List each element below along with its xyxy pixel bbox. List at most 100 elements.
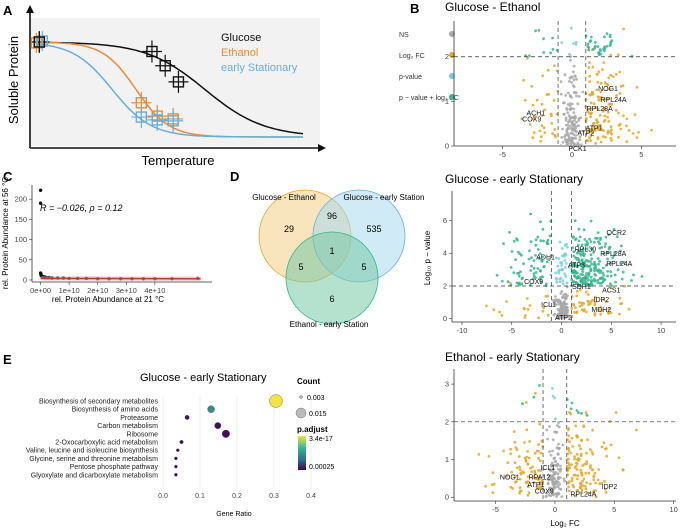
b1-point xyxy=(573,142,576,146)
b1-point xyxy=(618,92,622,95)
b3-point xyxy=(600,445,604,449)
b3-point xyxy=(553,472,557,476)
b1-point xyxy=(609,128,613,132)
b3-point xyxy=(580,412,583,415)
b1-point xyxy=(539,139,543,143)
b1-point xyxy=(575,144,578,146)
b2-point xyxy=(516,272,519,275)
b3-point xyxy=(567,434,571,438)
b2-point xyxy=(580,250,584,253)
b2-point xyxy=(534,254,537,257)
b1-point xyxy=(568,52,571,56)
b1-point xyxy=(630,54,634,58)
b1-point xyxy=(572,78,576,82)
b3-point xyxy=(513,461,517,465)
b1-point xyxy=(566,111,570,114)
b3-point xyxy=(582,425,586,429)
b2-point xyxy=(597,308,601,311)
b1-gene-label: COX9 xyxy=(522,116,541,123)
b2-point xyxy=(583,238,587,241)
b3-point xyxy=(531,476,535,479)
b3-point xyxy=(578,444,581,447)
b3-point xyxy=(518,486,522,490)
b3-point xyxy=(557,442,560,446)
b2-point xyxy=(577,260,581,263)
b1-point xyxy=(605,44,609,48)
b2-point xyxy=(580,258,584,262)
b1-xtick-label: 5 xyxy=(639,150,643,159)
a-point xyxy=(151,114,163,126)
b1-point xyxy=(520,117,524,121)
b3-point xyxy=(572,485,576,489)
venn-count-a: 29 xyxy=(284,224,294,234)
b3-point xyxy=(591,428,594,432)
b1-point xyxy=(575,77,578,81)
b3-point xyxy=(579,452,583,456)
e-category-label: Glyoxylate and dicarboxylate metabolism xyxy=(31,472,158,479)
b1-point xyxy=(590,91,594,95)
b3-point xyxy=(581,464,585,467)
b1-point xyxy=(572,128,575,132)
b1-point xyxy=(563,73,567,77)
b1-point xyxy=(560,136,564,139)
panel-e-legend: Count 0.003 0.015 p.adjust 3.4e-17 0.000… xyxy=(295,377,334,471)
b2-point xyxy=(590,279,593,282)
e-xtick-label: 0.0 xyxy=(158,493,168,500)
b2-point xyxy=(609,270,613,274)
b3-point xyxy=(550,487,553,491)
b2-point xyxy=(606,274,609,278)
b2-point xyxy=(572,280,576,283)
b2-point xyxy=(589,275,593,279)
b2-gene-label: ADH1 xyxy=(536,255,555,262)
b1-point xyxy=(603,35,606,39)
b2-point xyxy=(567,315,570,318)
b3-point xyxy=(585,460,589,463)
b1-point xyxy=(617,111,620,115)
b2-point xyxy=(588,237,591,241)
b3-point xyxy=(556,424,559,427)
b3-point xyxy=(526,462,530,466)
b1-point xyxy=(609,136,613,140)
b1-point xyxy=(559,92,563,96)
b3-point xyxy=(533,469,537,473)
b2-point xyxy=(584,278,587,282)
b1-point xyxy=(637,130,640,134)
b2-point xyxy=(585,243,589,247)
b3-point xyxy=(621,468,625,471)
b3-point xyxy=(588,482,592,486)
b2-point xyxy=(558,308,562,312)
b1-point xyxy=(570,115,574,119)
b3-point xyxy=(544,494,548,498)
b3-point xyxy=(602,441,606,444)
b2-point xyxy=(534,243,538,247)
b3-point xyxy=(584,471,588,475)
b1-point xyxy=(531,103,535,107)
b2-point xyxy=(577,227,581,231)
b2-point xyxy=(575,289,579,293)
b2-point xyxy=(561,254,564,258)
b2-point xyxy=(534,238,538,242)
b3-gene-label: ICL1 xyxy=(540,465,555,472)
b2-point xyxy=(544,282,548,286)
b1-point xyxy=(540,102,544,106)
b2-point xyxy=(512,239,516,243)
b2-point xyxy=(547,258,551,261)
b3-point xyxy=(554,463,557,467)
panel-c: C 0e+00 1e+10 2e+10 3e+10 4e+10050100150200 … xyxy=(1,169,212,304)
b2-point xyxy=(536,248,540,251)
b2-point xyxy=(559,304,563,308)
b2-point xyxy=(632,273,635,277)
b1-point xyxy=(588,74,592,78)
b3-point xyxy=(594,489,597,492)
b2-point xyxy=(581,267,585,271)
b1-point xyxy=(560,41,564,44)
b1-point xyxy=(591,65,595,69)
b3-point xyxy=(598,482,602,486)
b2-point xyxy=(589,269,593,273)
b1-point xyxy=(595,72,599,76)
b3-point xyxy=(549,490,553,494)
e-category-label: Biosynthesis of secondary metabolites xyxy=(39,399,159,406)
b3-point xyxy=(585,481,589,485)
b1-point xyxy=(569,124,572,128)
venn-count-bc: 5 xyxy=(361,262,366,272)
